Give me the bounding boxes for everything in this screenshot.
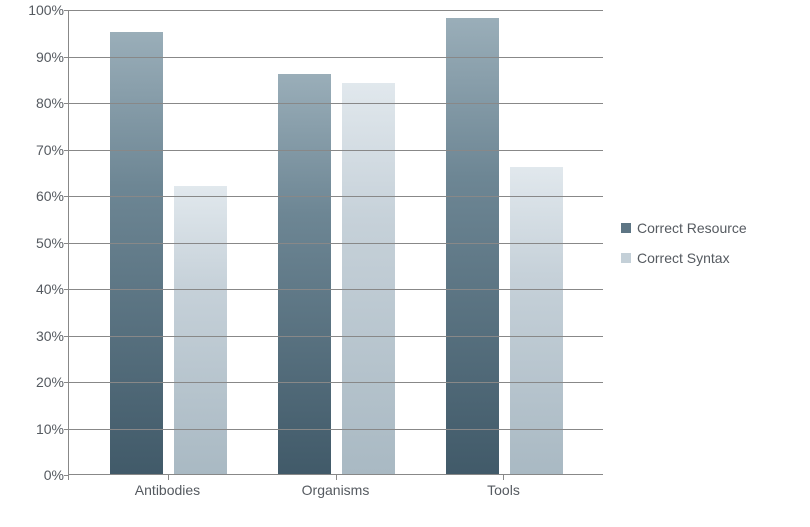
- legend: Correct Resource Correct Syntax: [621, 220, 747, 280]
- legend-item-resource: Correct Resource: [621, 220, 747, 236]
- y-tick-label: 60%: [18, 188, 64, 204]
- gridline: [69, 103, 603, 104]
- y-tick-label: 10%: [18, 421, 64, 437]
- y-tick-label: 90%: [18, 49, 64, 65]
- plot-area: [68, 10, 603, 475]
- x-tickmark: [168, 475, 169, 480]
- y-tick-label: 30%: [18, 328, 64, 344]
- gridline: [69, 336, 603, 337]
- y-tickmark: [64, 57, 69, 58]
- y-tickmark: [64, 289, 69, 290]
- gridline: [69, 150, 603, 151]
- legend-swatch-syntax: [621, 253, 631, 263]
- y-tickmark: [64, 382, 69, 383]
- gridline: [69, 57, 603, 58]
- y-tickmark: [64, 10, 69, 11]
- y-tickmark: [64, 103, 69, 104]
- x-tickmark: [68, 475, 69, 480]
- y-tick-label: 80%: [18, 95, 64, 111]
- y-tick-label: 0%: [18, 467, 64, 483]
- y-tick-label: 70%: [18, 142, 64, 158]
- y-tickmark: [64, 243, 69, 244]
- y-tickmark: [64, 429, 69, 430]
- y-tickmark: [64, 196, 69, 197]
- gridline: [69, 196, 603, 197]
- x-tick-label: Organisms: [302, 482, 370, 498]
- legend-label-syntax: Correct Syntax: [637, 250, 730, 266]
- gridline: [69, 382, 603, 383]
- x-tick-label: Tools: [487, 482, 520, 498]
- y-tickmark: [64, 150, 69, 151]
- gridline: [69, 243, 603, 244]
- y-tickmark: [64, 336, 69, 337]
- bar-syntax-antibodies: [174, 186, 228, 474]
- x-tickmark: [503, 475, 504, 480]
- x-tick-label: Antibodies: [135, 482, 200, 498]
- bar-resource-organisms: [278, 74, 332, 474]
- bar-syntax-organisms: [342, 83, 396, 474]
- legend-swatch-resource: [621, 223, 631, 233]
- y-tick-label: 20%: [18, 374, 64, 390]
- x-tickmark: [336, 475, 337, 480]
- y-tick-label: 40%: [18, 281, 64, 297]
- bar-resource-tools: [446, 18, 500, 474]
- y-tick-label: 100%: [18, 2, 64, 18]
- y-tick-label: 50%: [18, 235, 64, 251]
- legend-label-resource: Correct Resource: [637, 220, 747, 236]
- gridline: [69, 289, 603, 290]
- gridline: [69, 10, 603, 11]
- gridline: [69, 429, 603, 430]
- legend-item-syntax: Correct Syntax: [621, 250, 747, 266]
- bar-resource-antibodies: [110, 32, 164, 474]
- bar-chart: Correct Resource Correct Syntax 0% 10% 20%…: [18, 10, 798, 515]
